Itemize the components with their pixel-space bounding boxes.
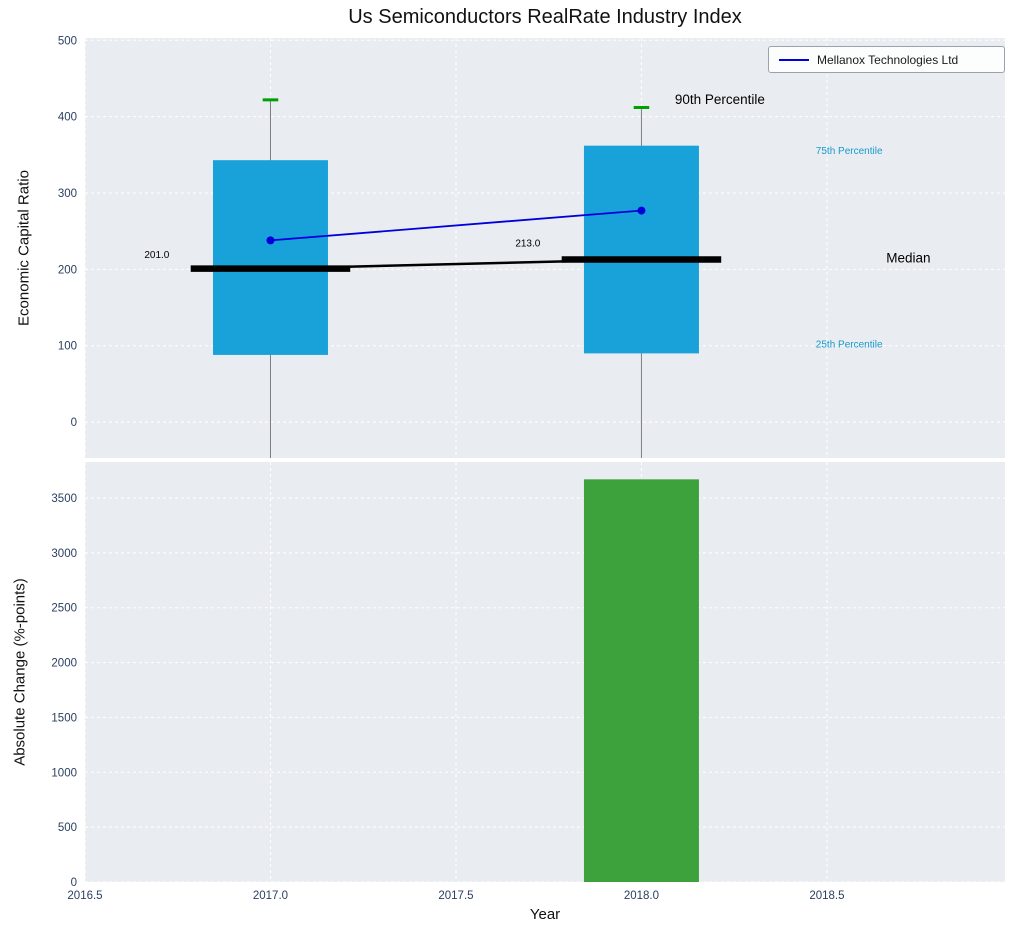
annotation-text: 75th Percentile [816, 146, 883, 157]
y-tick-label: 3500 [51, 493, 77, 505]
y-tick-label: 400 [58, 112, 77, 124]
x-tick-label: 2017.0 [253, 890, 288, 902]
y-tick-label: 500 [58, 35, 77, 47]
annotation-text: 90th Percentile [675, 92, 765, 107]
x-tick-label: 2018.0 [624, 890, 659, 902]
series-marker [637, 206, 646, 215]
y-tick-label: 1500 [51, 712, 77, 724]
y-tick-label: 0 [71, 877, 77, 889]
x-axis-label: Year [529, 906, 561, 923]
y-tick-label: 0 [71, 417, 77, 429]
y-tick-label: 3000 [51, 548, 77, 560]
x-tick-label: 2018.5 [809, 890, 844, 902]
median-value-label: 213.0 [515, 238, 540, 249]
y-tick-label: 100 [58, 341, 77, 353]
annotation-text: 25th Percentile [816, 340, 883, 351]
bar-rect [583, 479, 699, 882]
legend-line-sample [779, 58, 809, 61]
x-tick-label: 2017.5 [438, 890, 473, 902]
y-tick-label: 500 [58, 822, 77, 834]
legend: Mellanox Technologies Ltd [768, 46, 1005, 73]
y-tick-label: 200 [58, 264, 77, 276]
y-tick-label: 1000 [51, 767, 77, 779]
median-value-label: 201.0 [144, 250, 169, 261]
x-tick-label: 2016.5 [67, 890, 102, 902]
annotation-text: Median [886, 251, 930, 266]
y-tick-label: 2500 [51, 603, 77, 615]
series-line [270, 209, 642, 242]
box-rect [583, 145, 699, 354]
box-rect [212, 160, 328, 355]
legend-label: Mellanox Technologies Ltd [817, 52, 959, 67]
plot-background-bottom [85, 462, 1005, 882]
chart-title: Us Semiconductors RealRate Industry Inde… [348, 6, 742, 28]
y-axis-label-top: Economic Capital Ratio [15, 170, 33, 326]
y-tick-label: 300 [58, 188, 77, 200]
series-marker [266, 236, 275, 245]
y-axis-label-bottom: Absolute Change (%-points) [11, 578, 29, 766]
y-tick-label: 2000 [51, 658, 77, 670]
